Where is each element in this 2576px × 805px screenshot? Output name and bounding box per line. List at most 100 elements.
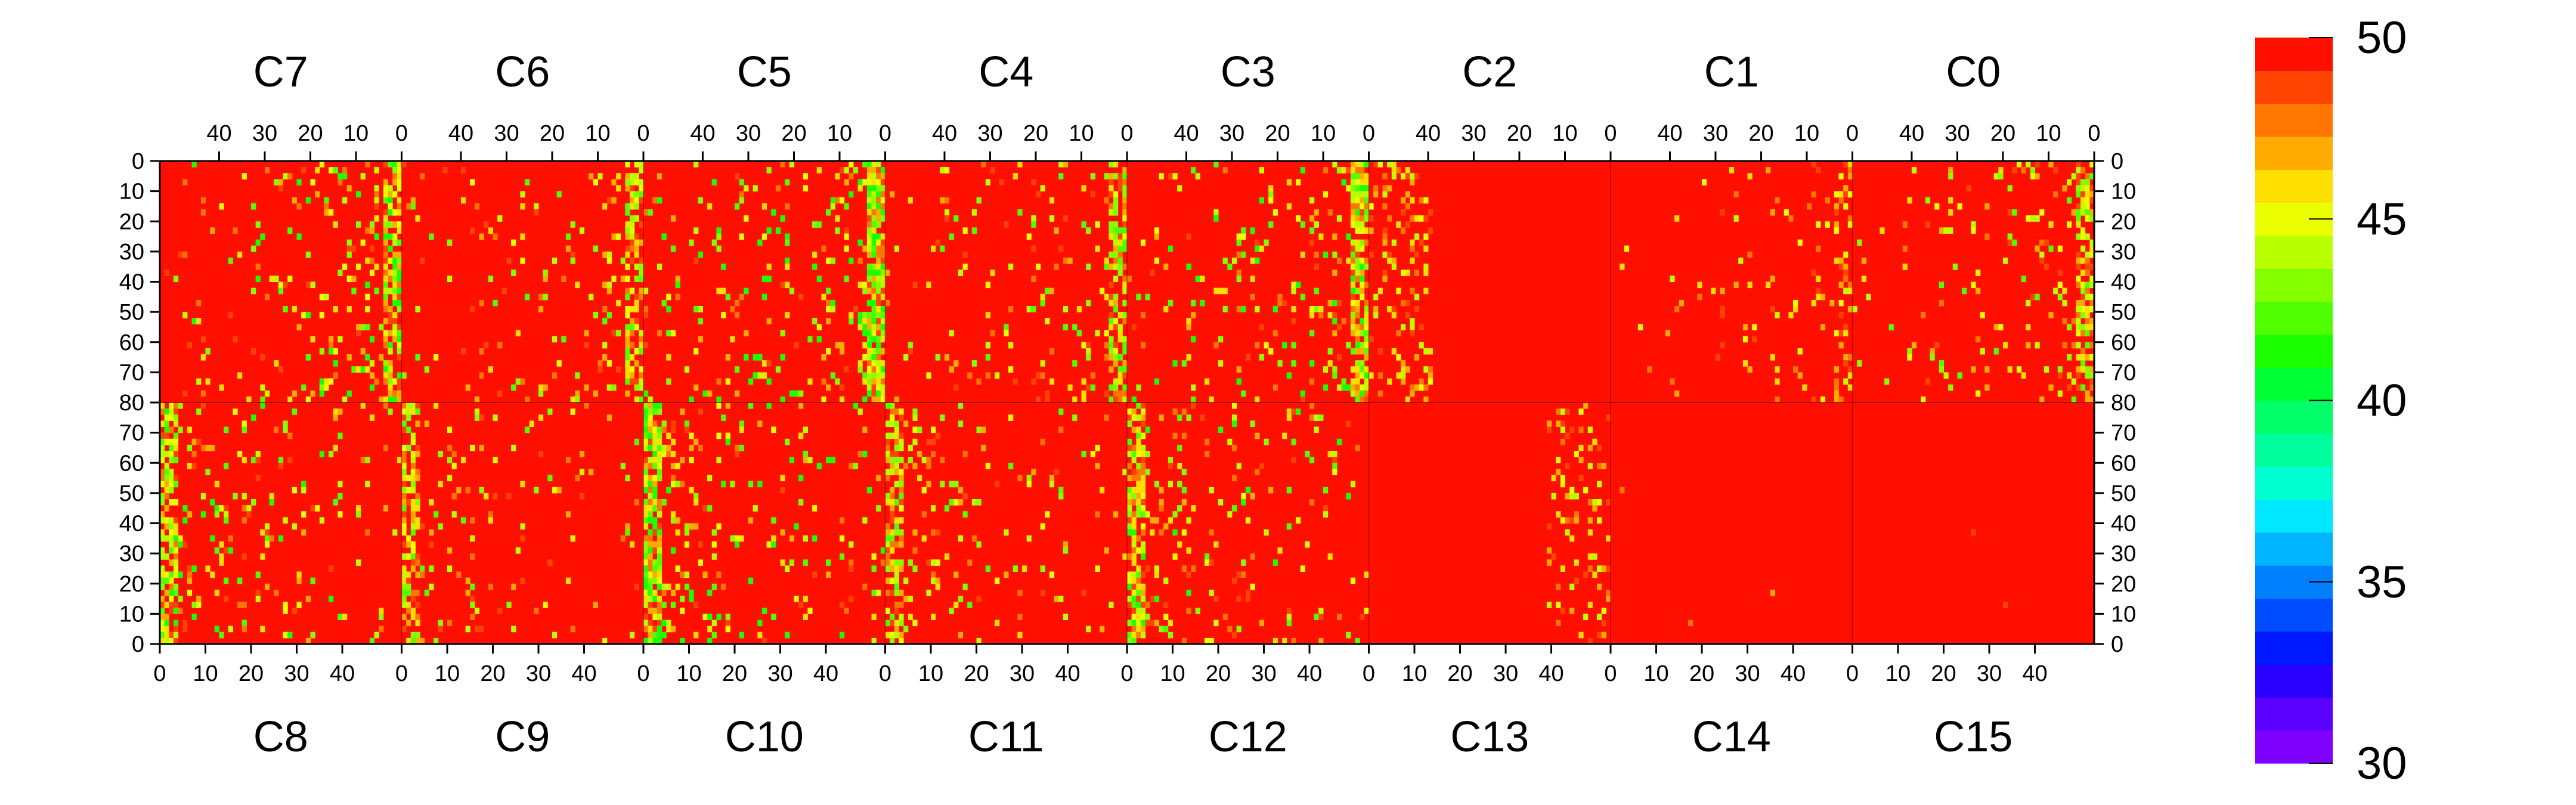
heatmap-cell bbox=[949, 481, 954, 488]
heatmap-cell bbox=[1136, 499, 1141, 506]
heatmap-cell bbox=[319, 293, 324, 301]
heatmap-cell bbox=[1022, 565, 1027, 572]
heatmap-cell bbox=[274, 426, 279, 434]
heatmap-cell bbox=[2085, 258, 2090, 264]
heatmap-cell bbox=[1382, 185, 1388, 192]
heatmap-cell bbox=[1040, 372, 1045, 379]
heatmap-cell bbox=[1008, 414, 1014, 421]
heatmap-cell bbox=[680, 408, 685, 415]
heatmap-cell bbox=[880, 245, 886, 252]
heatmap-cell bbox=[862, 583, 868, 590]
x-tick-label-bottom: 0 bbox=[1120, 661, 1133, 686]
heatmap-cell bbox=[351, 366, 357, 373]
heatmap-cell bbox=[643, 487, 649, 494]
heatmap-cell bbox=[1291, 318, 1296, 324]
heatmap-cell bbox=[630, 173, 635, 179]
heatmap-cell bbox=[1847, 366, 1853, 373]
heatmap-cell bbox=[474, 414, 480, 421]
heatmap-cell bbox=[871, 203, 877, 210]
heatmap-cell bbox=[2067, 354, 2072, 361]
heatmap-cell bbox=[1355, 348, 1360, 355]
heatmap-cell bbox=[680, 608, 685, 614]
heatmap-cell bbox=[1606, 499, 1611, 506]
heatmap-cell bbox=[652, 402, 658, 409]
heatmap-cell bbox=[1364, 348, 1369, 355]
heatmap-cell bbox=[1597, 517, 1602, 524]
heatmap-cell bbox=[182, 505, 188, 512]
heatmap-cell bbox=[2002, 602, 2008, 608]
heatmap-cell bbox=[1546, 420, 1552, 428]
heatmap-cell bbox=[1136, 596, 1141, 602]
heatmap-cell bbox=[1350, 348, 1356, 355]
heatmap-cell bbox=[1131, 577, 1137, 584]
heatmap-cell bbox=[894, 620, 899, 627]
heatmap-cell bbox=[871, 275, 877, 283]
heatmap-cell bbox=[369, 384, 375, 391]
heatmap-cell bbox=[976, 426, 982, 434]
heatmap-cell bbox=[415, 499, 420, 506]
heatmap-cell bbox=[1861, 258, 1866, 264]
heatmap-cell bbox=[329, 348, 334, 355]
heatmap-cell bbox=[251, 287, 256, 295]
heatmap-cell bbox=[1355, 336, 1360, 343]
heatmap-cell bbox=[1332, 299, 1337, 306]
heatmap-cell bbox=[379, 626, 384, 633]
heatmap-cell bbox=[962, 493, 968, 500]
heatmap-cell bbox=[164, 475, 169, 482]
heatmap-cell bbox=[1355, 378, 1360, 385]
heatmap-cell bbox=[876, 215, 881, 222]
heatmap-cell bbox=[1081, 396, 1086, 403]
heatmap-cell bbox=[1834, 258, 1840, 264]
heatmap-cell bbox=[1364, 215, 1369, 222]
heatmap-cell bbox=[1127, 511, 1132, 518]
heatmap-cell bbox=[657, 602, 662, 608]
heatmap-cell bbox=[643, 626, 649, 633]
heatmap-cell bbox=[1360, 173, 1365, 179]
heatmap-cell bbox=[319, 384, 324, 391]
heatmap-cell bbox=[415, 637, 420, 645]
heatmap-cell bbox=[1560, 408, 1565, 415]
heatmap-cell bbox=[160, 499, 165, 506]
heatmap-cell bbox=[346, 390, 352, 397]
heatmap-cell bbox=[1364, 324, 1369, 331]
heatmap-cell bbox=[1159, 487, 1164, 494]
heatmap-cell bbox=[164, 553, 169, 560]
heatmap-cell bbox=[438, 451, 443, 457]
heatmap-cell bbox=[1984, 203, 1990, 210]
heatmap-cell bbox=[1113, 396, 1119, 403]
heatmap-cell bbox=[1355, 390, 1360, 397]
heatmap-cell bbox=[1336, 438, 1342, 445]
heatmap-cell bbox=[1122, 167, 1128, 174]
heatmap-cell bbox=[1031, 245, 1036, 252]
heatmap-cell bbox=[2026, 299, 2031, 306]
heatmap-cell bbox=[634, 161, 639, 168]
heatmap-cell bbox=[1943, 372, 1949, 379]
heatmap-cell bbox=[812, 535, 818, 542]
heatmap-cell bbox=[648, 414, 653, 421]
x-tick-label-top: 30 bbox=[1219, 121, 1244, 146]
heatmap-cell bbox=[410, 553, 416, 560]
heatmap-cell bbox=[890, 499, 895, 506]
heatmap-cell bbox=[255, 596, 261, 602]
heatmap-cell bbox=[379, 354, 384, 361]
heatmap-cell bbox=[1368, 372, 1374, 379]
heatmap-cell bbox=[871, 637, 877, 645]
heatmap-cell bbox=[1026, 475, 1032, 482]
heatmap-cell bbox=[1117, 366, 1123, 373]
heatmap-cell bbox=[880, 179, 886, 186]
heatmap-cell bbox=[164, 414, 169, 421]
heatmap-cell bbox=[178, 535, 183, 542]
heatmap-cell bbox=[812, 264, 818, 270]
heatmap-cell bbox=[894, 408, 899, 415]
heatmap-cell bbox=[1952, 264, 1958, 270]
heatmap-cell bbox=[401, 463, 407, 469]
heatmap-cell bbox=[2016, 366, 2022, 373]
heatmap-cell bbox=[634, 203, 639, 210]
heatmap-cell bbox=[2012, 209, 2017, 216]
heatmap-cell bbox=[894, 626, 899, 633]
heatmap-cell bbox=[338, 614, 343, 621]
heatmap-cell bbox=[1583, 571, 1589, 578]
heatmap-cell bbox=[369, 360, 375, 367]
heatmap-cell bbox=[401, 505, 407, 512]
heatmap-cell bbox=[880, 547, 886, 554]
